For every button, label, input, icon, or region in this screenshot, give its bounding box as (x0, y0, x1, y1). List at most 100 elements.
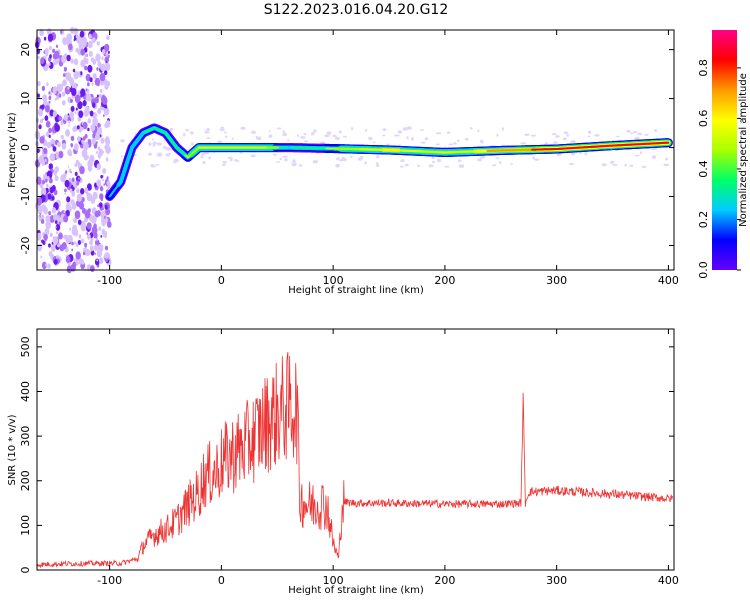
noise-speckle (563, 131, 569, 134)
noise-speckle (87, 127, 90, 132)
noise-speckle (98, 202, 103, 208)
noise-speckle (63, 215, 69, 223)
noise-speckle (148, 152, 153, 156)
y-tick-label: 10 (19, 92, 32, 106)
noise-speckle (532, 156, 535, 160)
noise-speckle (624, 163, 627, 167)
noise-speckle (52, 48, 55, 54)
noise-speckle (67, 113, 70, 116)
noise-speckle (629, 164, 634, 167)
noise-speckle (43, 147, 48, 154)
noise-speckle (520, 142, 527, 145)
noise-speckle (101, 56, 104, 60)
noise-speckle (99, 193, 104, 200)
noise-speckle (234, 159, 238, 162)
noise-speckle (98, 226, 102, 231)
noise-speckle (104, 105, 108, 109)
noise-speckle (584, 152, 588, 156)
noise-speckle (51, 195, 55, 201)
noise-speckle (634, 154, 640, 157)
noise-speckle (96, 94, 99, 98)
noise-speckle (107, 54, 110, 58)
noise-speckle (48, 134, 51, 138)
noise-speckle (76, 182, 79, 186)
noise-speckle (105, 179, 108, 182)
noise-speckle (70, 143, 74, 148)
noise-speckle (394, 134, 400, 137)
noise-speckle (601, 163, 607, 167)
noise-speckle (41, 160, 46, 166)
noise-speckle (150, 164, 155, 167)
noise-speckle (54, 220, 58, 225)
noise-speckle (74, 32, 77, 35)
noise-speckle (104, 62, 111, 71)
noise-speckle (71, 202, 77, 210)
noise-speckle (74, 163, 77, 167)
noise-speckle (84, 65, 88, 71)
noise-speckle (83, 57, 87, 62)
noise-speckle (47, 33, 54, 42)
noise-speckle (48, 91, 51, 95)
noise-speckle (530, 134, 537, 137)
noise-speckle (105, 217, 109, 223)
noise-speckle (65, 170, 68, 174)
noise-speckle (87, 118, 92, 124)
noise-speckle (64, 179, 70, 188)
noise-speckle (72, 68, 76, 73)
noise-speckle (71, 88, 77, 96)
noise-speckle (78, 201, 85, 210)
noise-speckle (151, 138, 155, 141)
noise-speckle (95, 239, 100, 247)
noise-speckle (342, 135, 348, 138)
noise-speckle (63, 172, 67, 178)
noise-speckle (298, 164, 303, 167)
colorbar-tick-label: 0.0 (697, 261, 710, 279)
noise-speckle (250, 154, 256, 158)
noise-speckle (74, 94, 81, 104)
noise-speckle (74, 241, 77, 245)
noise-speckle (77, 101, 83, 110)
noise-speckle (51, 207, 57, 214)
noise-speckle (83, 108, 89, 117)
noise-speckle (615, 135, 620, 138)
noise-speckle (50, 244, 56, 252)
x-tick-label: 100 (323, 574, 344, 587)
noise-speckle (54, 122, 59, 129)
noise-speckle (80, 94, 83, 98)
noise-speckle (420, 141, 426, 144)
noise-speckle (77, 136, 81, 142)
noise-speckle (40, 219, 45, 224)
noise-speckle (84, 187, 89, 193)
noise-speckle (256, 138, 262, 141)
noise-speckle (36, 197, 43, 206)
noise-speckle (95, 114, 98, 117)
noise-speckle (49, 153, 55, 162)
noise-speckle (229, 158, 233, 162)
noise-speckle (268, 134, 273, 138)
noise-speckle (48, 127, 52, 134)
noise-speckle (96, 259, 98, 262)
noise-speckle (496, 133, 499, 137)
noise-speckle (400, 159, 405, 163)
noise-speckle (431, 155, 435, 159)
noise-speckle (509, 163, 514, 165)
noise-speckle (96, 67, 99, 71)
noise-speckle (45, 172, 48, 175)
noise-speckle (66, 54, 71, 62)
spectrogram-y-ticks: 20 10 0 -10 -20 (19, 43, 674, 254)
noise-speckle (411, 137, 414, 141)
noise-speckle (87, 234, 91, 240)
noise-speckle (81, 139, 85, 144)
noise-speckle (88, 34, 92, 39)
noise-speckle (296, 134, 299, 138)
noise-speckle (48, 95, 52, 100)
noise-speckle (185, 129, 190, 132)
noise-speckle (72, 261, 77, 268)
noise-speckle (53, 258, 58, 265)
noise-speckle (90, 124, 96, 132)
noise-speckle (82, 100, 87, 107)
noise-speckle (100, 63, 106, 72)
figure-title: S122.2023.016.04.20.G12 (264, 2, 449, 18)
snr-frame (36, 328, 675, 571)
noise-speckle (94, 252, 96, 255)
